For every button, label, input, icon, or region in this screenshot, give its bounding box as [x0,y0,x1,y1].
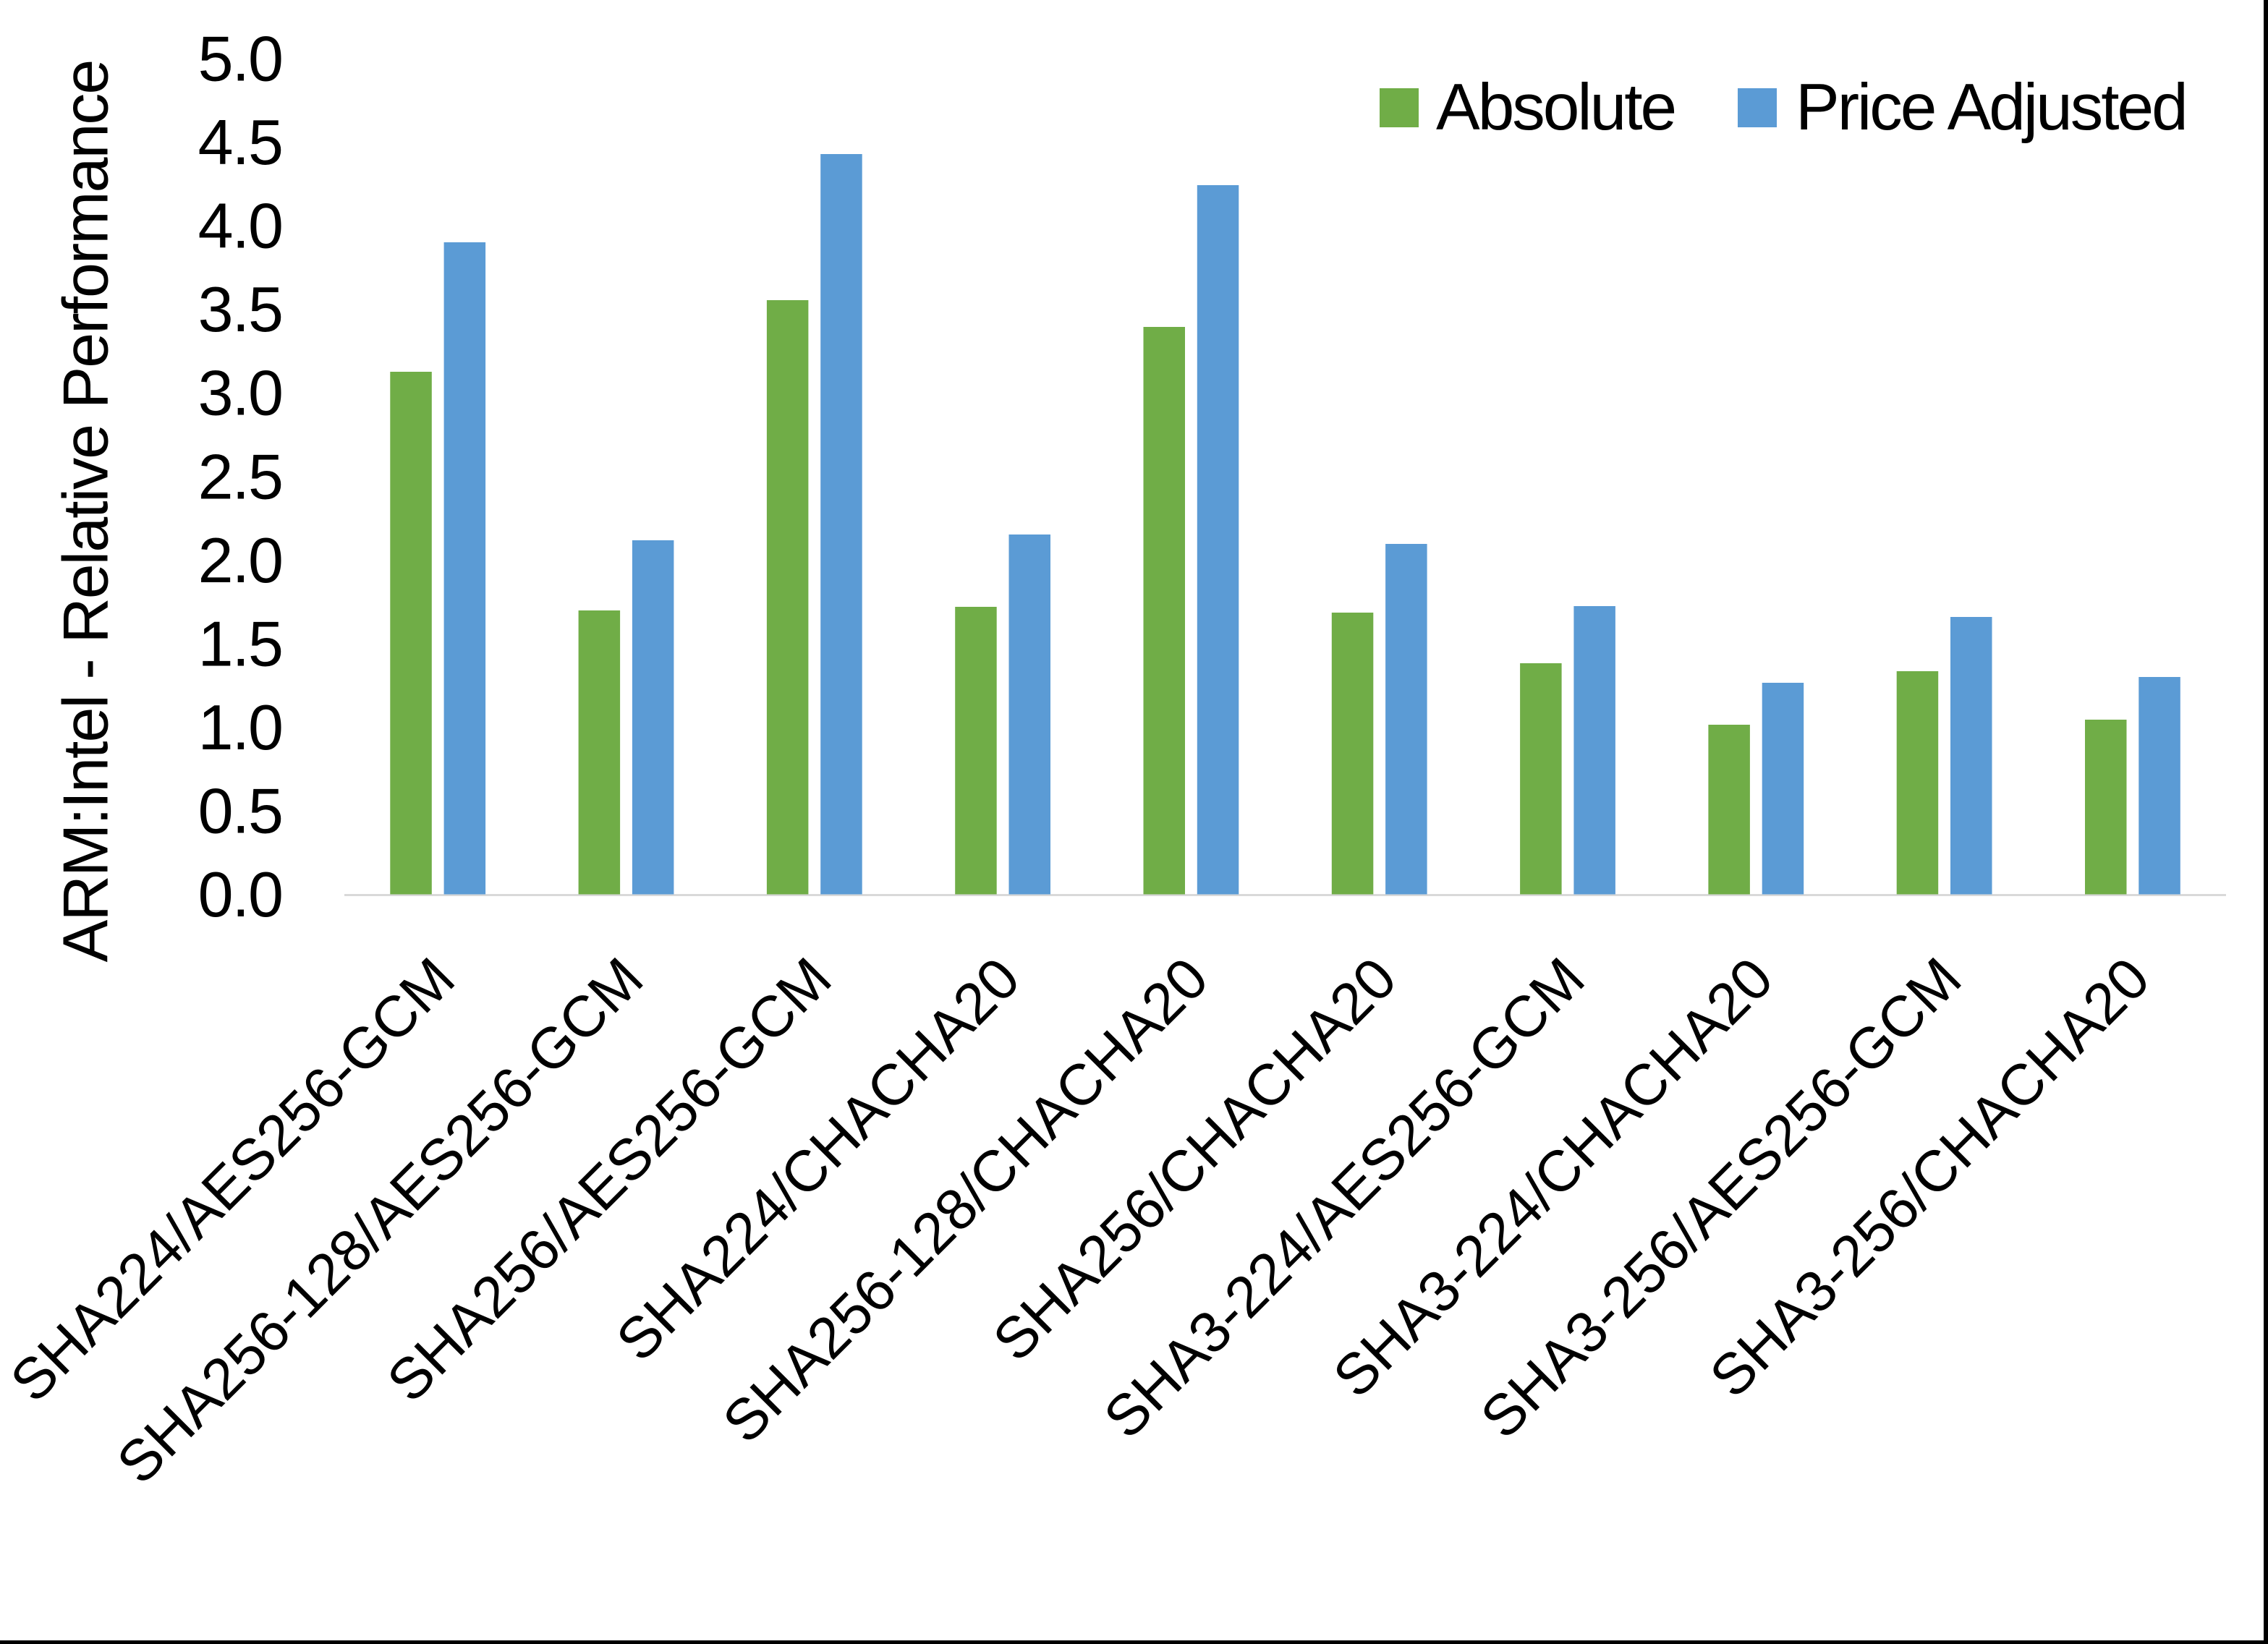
svg-text:3.0: 3.0 [198,357,282,429]
svg-text:1.5: 1.5 [198,608,282,679]
svg-text:2.5: 2.5 [198,440,282,512]
svg-text:3.5: 3.5 [198,273,282,345]
svg-text:Price Adjusted: Price Adjusted [1796,71,2186,144]
svg-text:5.0: 5.0 [198,23,282,95]
svg-text:0.0: 0.0 [198,859,282,930]
svg-text:4.0: 4.0 [198,190,282,262]
svg-text:Absolute: Absolute [1436,71,1675,144]
svg-text:2.0: 2.0 [198,524,282,596]
svg-text:0.5: 0.5 [198,775,282,847]
svg-text:ARM:Intel - Relative Performan: ARM:Intel - Relative Performance [50,61,122,963]
svg-text:1.0: 1.0 [198,691,282,763]
svg-text:4.5: 4.5 [198,106,282,178]
